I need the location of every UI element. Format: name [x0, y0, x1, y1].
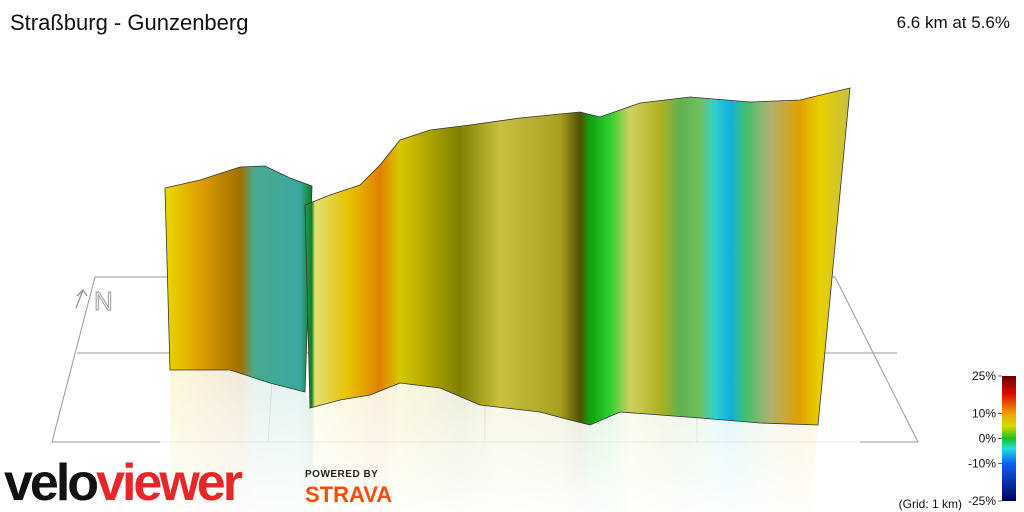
logo-viewer: viewer: [96, 454, 243, 512]
scale-label: 0%: [979, 432, 997, 446]
summary: 6.6 km at 5.6%: [897, 13, 1010, 32]
elevation-wall: [164, 87, 851, 426]
compass-label: N: [94, 286, 113, 316]
powered-by: POWERED BY: [305, 469, 378, 480]
scale-label: -10%: [968, 457, 996, 471]
logo-velo: velo: [4, 454, 97, 512]
scale-label: -25%: [968, 494, 996, 508]
scale-label: 10%: [972, 407, 996, 421]
title: Straßburg - Gunzenberg: [10, 10, 248, 35]
color-scale: [1002, 376, 1016, 501]
grid-note: (Grid: 1 km): [899, 497, 962, 511]
logo: veloviewer: [4, 454, 243, 512]
compass: [75, 288, 88, 309]
partner-logo: STRAVA: [305, 482, 392, 507]
legend: 25% 10% 0% -10% -25%: [968, 369, 1002, 508]
scale-label: 25%: [972, 369, 996, 383]
